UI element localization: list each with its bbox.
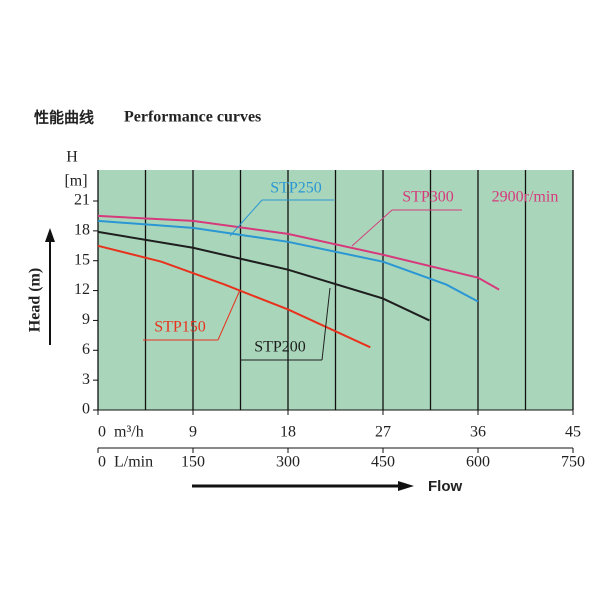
series-line [97, 214, 500, 291]
x-axis-label: Flow [428, 478, 462, 495]
series-label: STP150 [154, 319, 206, 336]
y-arrow-head [45, 228, 55, 242]
x-tick-label: 27 [375, 424, 391, 441]
x-tick-label: 45 [565, 424, 581, 441]
leader-line [143, 289, 241, 341]
series-label: STP200 [254, 339, 306, 356]
annotation: 2900r/min [492, 189, 559, 206]
y-tick-label: 12 [74, 281, 90, 298]
y-tick-label: 9 [82, 311, 90, 328]
chart-subtitle: Performance curves [124, 109, 261, 126]
x-tick-label: 0 [98, 424, 106, 441]
x2-tick-label: 600 [466, 454, 490, 471]
y-tick-label: 3 [82, 371, 90, 388]
x2-tick-label: 750 [561, 454, 585, 471]
series-line [97, 244, 371, 349]
series-line [97, 219, 479, 303]
x2-tick-label: 0 [98, 454, 106, 471]
x2-axis-unit: L/min [114, 454, 153, 471]
y-tick-label: 21 [74, 192, 90, 209]
x-arrow-head [398, 481, 414, 491]
x-tick-label: 36 [470, 424, 486, 441]
y-axis-unit: [m] [64, 173, 87, 190]
x2-tick-label: 150 [181, 454, 205, 471]
chart-title: 性能曲线 [34, 109, 94, 127]
x2-tick-label: 450 [371, 454, 395, 471]
y-tick-label: 18 [74, 222, 90, 239]
x-tick-label: 9 [189, 424, 197, 441]
leader-line [240, 287, 331, 361]
x-tick-label: 18 [280, 424, 296, 441]
y-axis-symbol: H [66, 149, 78, 166]
series-label: STP300 [402, 189, 454, 206]
leader-line [229, 199, 334, 237]
leader-line [351, 209, 462, 247]
x2-tick-label: 300 [276, 454, 300, 471]
x-axis-unit: m³/h [114, 424, 144, 441]
y-tick-label: 15 [74, 251, 90, 268]
y-axis-label: Head (m) [27, 268, 44, 332]
y-tick-label: 6 [82, 341, 90, 358]
y-tick-label: 0 [82, 401, 90, 418]
series-line [97, 230, 430, 322]
series-label: STP250 [270, 180, 322, 197]
